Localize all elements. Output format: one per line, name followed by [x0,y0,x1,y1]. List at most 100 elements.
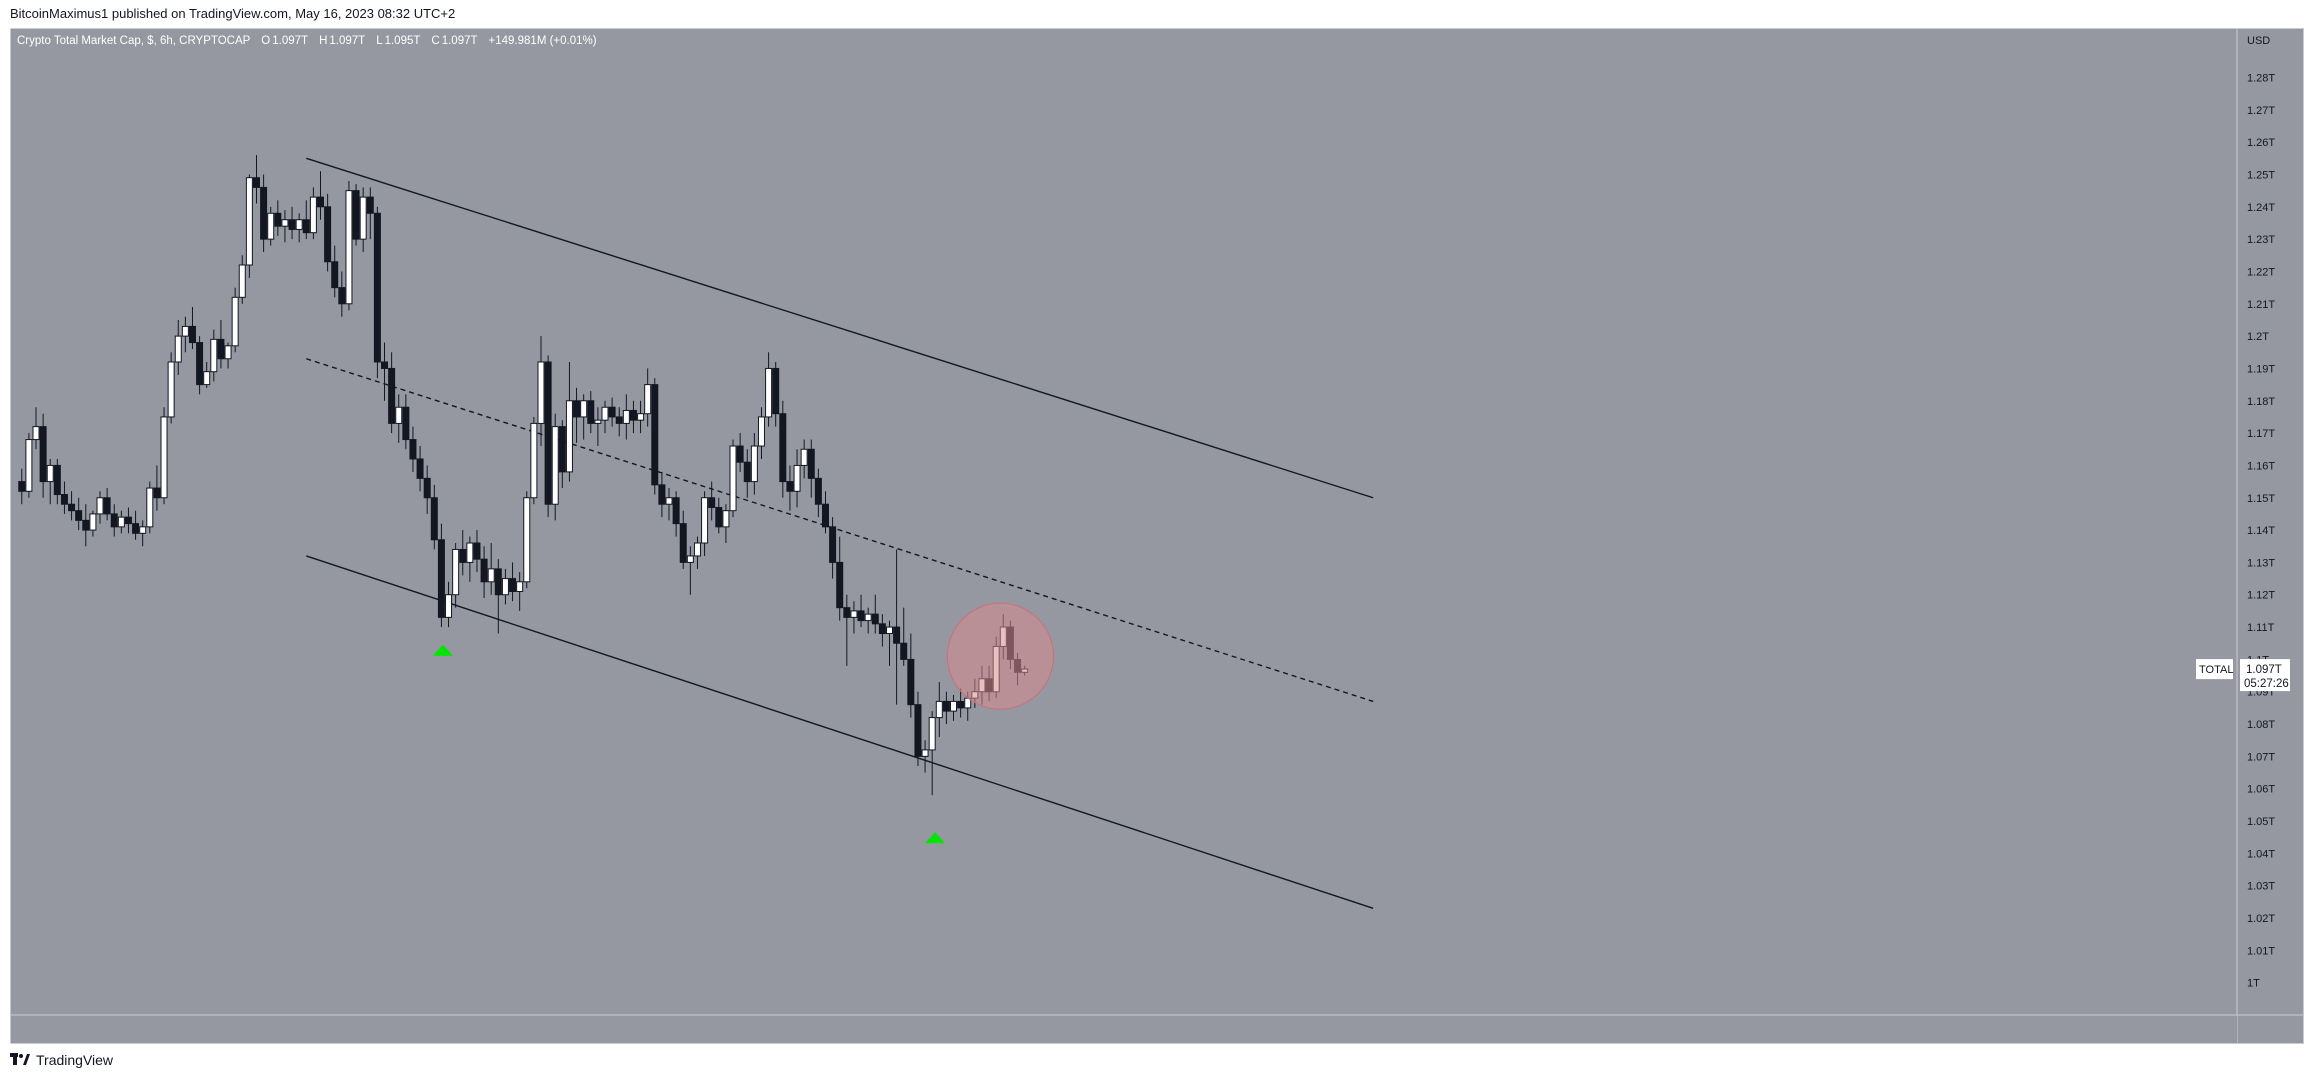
candle-body [309,196,317,234]
candle-down [871,594,879,634]
candle-up [89,510,97,537]
price-tick-label: 1.26T [2247,137,2275,149]
price-tick-label: 1.13T [2247,557,2275,569]
candle-up [594,407,602,447]
candle-body [779,413,787,483]
candle-body [679,523,687,563]
candle-up [46,458,54,505]
candle-down [437,523,445,628]
up-arrow-icon [925,832,946,844]
candle-up [886,620,893,666]
candle-body [96,497,104,515]
candle-up [203,361,211,388]
candle-body [274,212,282,227]
candle-body [615,416,623,424]
price-axis[interactable]: USD 1T 1.01T 1.02T 1.03T 1.04T 1.05T 1.06T 1.07… [2247,35,2275,990]
candle-up [757,407,765,459]
legend-high-value: 1.097T [329,35,365,47]
plot-background [11,29,2237,1015]
candle-down [132,510,140,540]
candle-up [245,174,253,278]
candle-down [914,691,922,767]
candle-body [281,219,289,227]
candle-up [445,581,453,628]
candle-body [388,367,396,424]
candle-body [601,406,609,421]
candle-up [167,352,175,424]
candle-body [644,384,652,415]
candle-body [196,342,204,386]
candle-down [124,507,132,534]
candle-down [288,206,296,240]
candle-body [160,416,168,499]
last-price-background [2240,659,2290,692]
price-tick-label: 1.07T [2247,751,2275,763]
candle-body [565,400,573,473]
candle-body [736,445,744,463]
candle-body [473,542,481,560]
candle-down [459,530,467,576]
candle-down [857,594,865,628]
candle-body [622,409,630,424]
candle-body [60,494,68,505]
legend-change: +149.981M (+0.01%) [489,35,597,47]
candle-up [452,543,460,608]
candle-body [558,426,566,473]
candle-up [765,352,773,427]
candle-up [601,400,609,434]
candle-up [644,368,652,427]
legend-close-value: 1.097T [442,35,478,47]
candle-body [167,361,175,418]
candle-body [210,338,218,373]
candle-body [331,261,339,289]
candle-body [317,196,324,208]
candle-down [188,307,196,350]
candle-up [359,187,367,253]
candle-down [60,481,68,514]
price-tick-label: 1.15T [2247,493,2275,505]
candle-body [843,607,851,618]
candle-up [146,481,154,534]
candle-body [743,461,751,483]
legend-title: Crypto Total Market Cap, $, 6h, CRYPTOCA… [17,35,251,47]
candle-body [893,626,901,644]
candle-body [402,406,410,441]
candle-body [665,497,673,505]
candle-body [928,717,936,751]
candle-body [914,704,922,757]
channel-lower-line [306,555,1374,909]
candle-body [430,497,438,541]
candle-body [715,506,723,528]
candle-body [587,400,595,424]
candle-down [82,504,90,547]
candle-body [530,422,538,499]
candle-body [814,477,822,505]
candle-down [743,449,751,498]
candle-up [295,213,303,243]
candle-down [18,468,26,505]
candle-up [750,433,758,495]
candle-down [217,319,225,369]
candle-up [210,329,218,382]
price-tick-label: 1.03T [2247,881,2275,893]
candle-body [437,539,445,618]
candle-body [252,177,260,188]
candle-body [345,190,353,305]
candle-body [89,513,97,531]
price-tick-label: 1.16T [2247,460,2275,472]
candle-up [665,488,673,521]
candle-body [32,426,40,441]
svg-text:Crypto Total Market Cap, $, 6h: Crypto Total Market Cap, $, 6h, CRYPTOCA… [17,35,597,47]
candle-down [942,691,950,725]
footer-brand[interactable]: TradingView [10,1052,113,1068]
candle-up [793,449,801,508]
candle-body [452,548,460,596]
candle-body [772,367,780,415]
candle-body [857,610,865,622]
candle-up [537,336,545,447]
price-tick-label: 1.11T [2247,622,2275,634]
candle-down [366,187,374,240]
candle-body [608,406,616,418]
candle-down [39,413,47,498]
